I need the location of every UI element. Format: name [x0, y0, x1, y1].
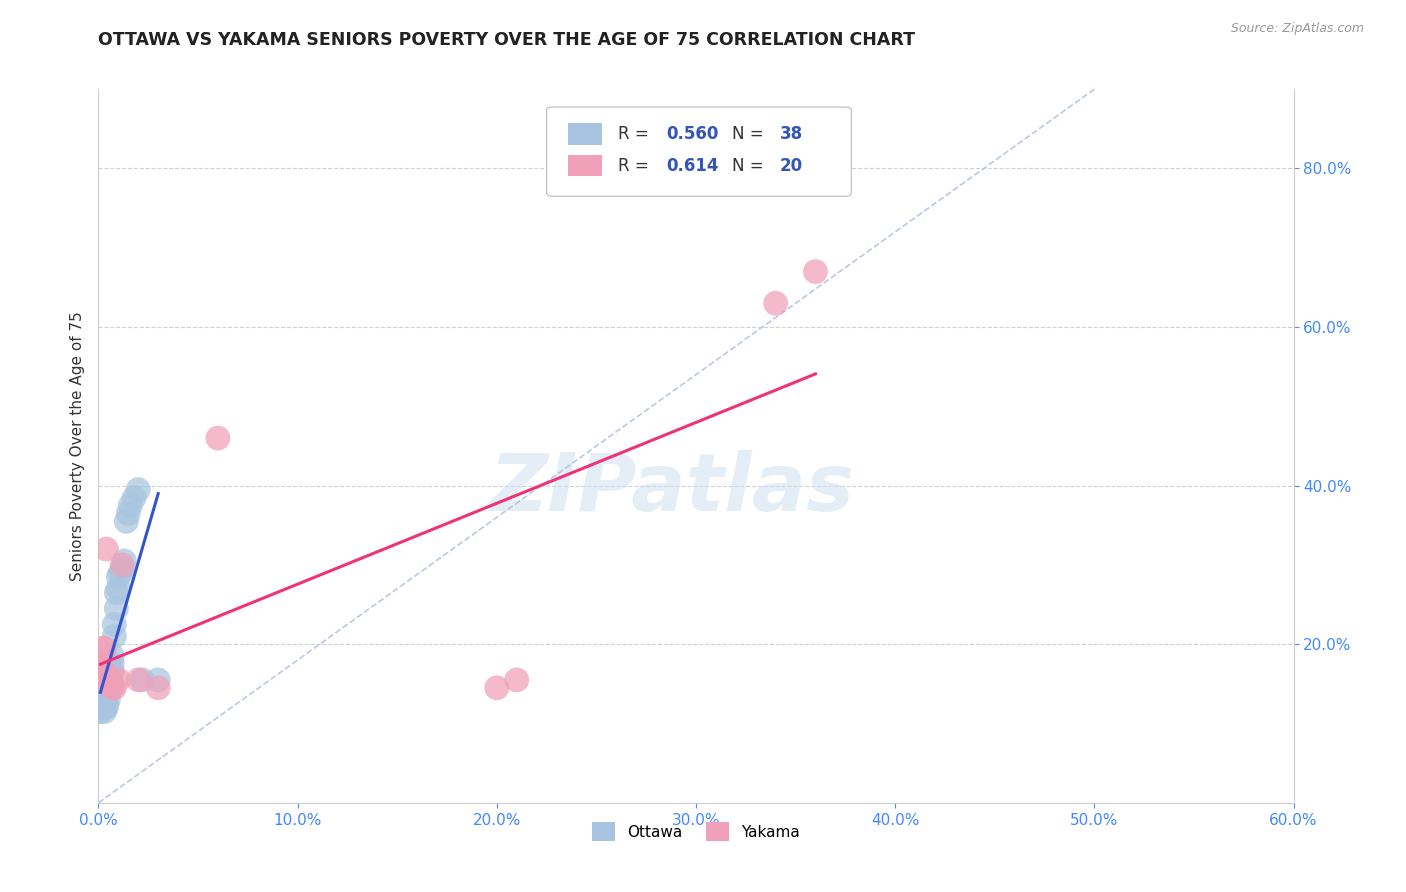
Point: [97, 673, 120, 687]
Point: [89, 665, 111, 679]
Point: [127, 673, 149, 687]
Text: 0.560: 0.560: [666, 125, 718, 143]
FancyBboxPatch shape: [547, 107, 852, 196]
Point: [93, 685, 115, 699]
Point: [91, 689, 114, 703]
Point: [89, 705, 111, 719]
Point: [97, 657, 120, 671]
Point: [97, 692, 120, 706]
Point: [101, 649, 124, 664]
Point: [124, 491, 146, 505]
Point: [93, 697, 115, 711]
Point: [765, 296, 787, 310]
Point: [98, 673, 122, 687]
Text: 38: 38: [780, 125, 803, 143]
Point: [485, 681, 508, 695]
Point: [93, 700, 115, 714]
Point: [127, 483, 149, 497]
Text: Source: ZipAtlas.com: Source: ZipAtlas.com: [1230, 22, 1364, 36]
Point: [93, 665, 115, 679]
Point: [117, 507, 139, 521]
Point: [107, 582, 129, 596]
Point: [120, 499, 142, 513]
Point: [96, 673, 118, 687]
Point: [148, 673, 170, 687]
Point: [101, 657, 124, 671]
Point: [96, 700, 118, 714]
Point: [110, 566, 132, 580]
Point: [207, 431, 229, 445]
Point: [105, 601, 128, 615]
Text: ZIPatlas: ZIPatlas: [489, 450, 855, 528]
Text: 0.614: 0.614: [666, 157, 718, 175]
Point: [89, 657, 111, 671]
Point: [91, 692, 114, 706]
Point: [101, 665, 124, 679]
Point: [91, 641, 114, 656]
Point: [98, 673, 122, 687]
Point: [105, 585, 128, 599]
Point: [804, 264, 827, 278]
Point: [93, 705, 115, 719]
Legend: Ottawa, Yakama: Ottawa, Yakama: [585, 814, 807, 848]
Text: R =: R =: [619, 125, 654, 143]
FancyBboxPatch shape: [568, 155, 602, 177]
Text: N =: N =: [733, 157, 769, 175]
Y-axis label: Seniors Poverty Over the Age of 75: Seniors Poverty Over the Age of 75: [69, 311, 84, 581]
Point: [98, 681, 122, 695]
Point: [103, 629, 125, 643]
Point: [111, 562, 134, 576]
Point: [103, 681, 125, 695]
Text: 20: 20: [780, 157, 803, 175]
Point: [148, 681, 170, 695]
Point: [93, 641, 115, 656]
Point: [107, 570, 129, 584]
Point: [112, 554, 135, 568]
Point: [506, 673, 529, 687]
Point: [97, 681, 120, 695]
Point: [115, 514, 138, 528]
FancyBboxPatch shape: [568, 123, 602, 145]
Text: OTTAWA VS YAKAMA SENIORS POVERTY OVER THE AGE OF 75 CORRELATION CHART: OTTAWA VS YAKAMA SENIORS POVERTY OVER TH…: [98, 31, 915, 49]
Point: [91, 700, 114, 714]
Point: [103, 617, 125, 632]
Point: [89, 697, 111, 711]
Point: [101, 681, 124, 695]
Point: [111, 558, 134, 572]
Point: [96, 697, 118, 711]
Text: N =: N =: [733, 125, 769, 143]
Point: [97, 673, 120, 687]
Point: [91, 673, 114, 687]
Point: [98, 665, 122, 679]
Point: [131, 673, 153, 687]
Point: [96, 542, 118, 557]
Text: R =: R =: [619, 157, 654, 175]
Point: [107, 673, 129, 687]
